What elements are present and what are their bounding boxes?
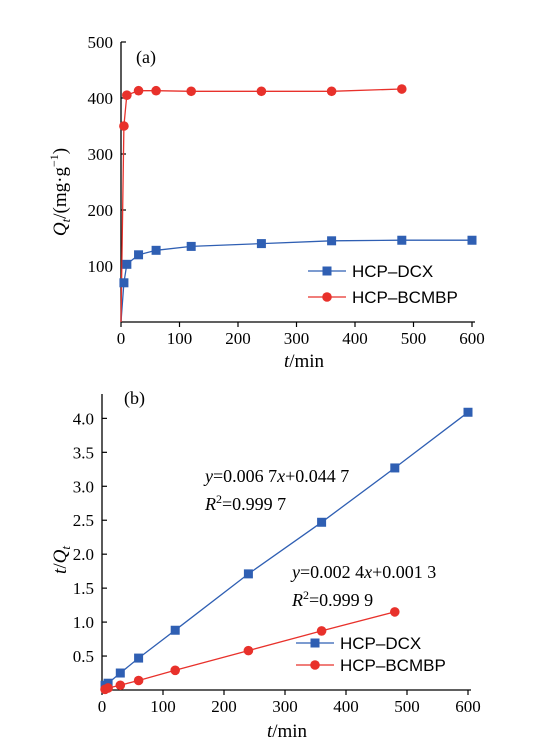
data-point-hcp-dcx <box>186 241 196 251</box>
x-tick-label: 100 <box>150 697 176 716</box>
data-point-hcp-dcx <box>390 463 400 473</box>
data-point-hcp-dcx <box>151 245 161 255</box>
y-tick-label: 3.0 <box>73 477 94 496</box>
data-point-hcp-dcx <box>115 668 125 678</box>
x-tick-label: 0 <box>117 329 126 348</box>
data-point-hcp-dcx <box>122 259 132 269</box>
data-point-hcp-bcmbp <box>397 84 407 94</box>
data-point-hcp-bcmbp <box>133 675 144 686</box>
legend-label-hcp-dcx: HCP–DCX <box>352 262 433 281</box>
y-tick-label: 2.0 <box>73 545 94 564</box>
data-point-hcp-dcx <box>327 236 337 246</box>
data-point-hcp-bcmbp <box>115 680 126 691</box>
y-tick-label: 0.5 <box>73 647 94 666</box>
x-tick-label: 600 <box>459 329 485 348</box>
x-tick-label: 100 <box>167 329 193 348</box>
y-axis-label-b: t/Qt <box>50 546 73 574</box>
x-tick-label: 400 <box>342 329 368 348</box>
y-axis-label-a: Qt/(mg·g−1) <box>47 148 73 236</box>
y-tick-label: 500 <box>88 33 114 52</box>
panel-label-a: (a) <box>136 47 156 68</box>
data-point-hcp-bcmbp <box>151 85 161 96</box>
data-point-hcp-dcx <box>134 250 144 260</box>
equation-bcmbp: y=0.002 4x+0.001 3 <box>290 562 436 582</box>
r-squared-dcx: R2=0.999 7 <box>204 492 286 514</box>
data-point-hcp-dcx <box>256 239 266 249</box>
data-point-hcp-bcmbp <box>119 121 129 131</box>
x-tick-label: 400 <box>333 697 359 716</box>
r-squared-bcmbp: R2=0.999 9 <box>291 588 373 610</box>
data-point-hcp-bcmbp <box>243 645 254 656</box>
y-tick-label: 300 <box>88 145 114 164</box>
y-tick-label: 1.0 <box>73 613 94 632</box>
y-tick-label: 3.5 <box>73 443 94 462</box>
data-point-hcp-bcmbp <box>133 85 144 96</box>
chart-panel-b: 0 100 200 300 400 500 600 0.5 1.0 1.5 2.0 2.5 3.0 3.5… <box>50 388 481 742</box>
x-axis-label-b: t/min <box>267 721 308 742</box>
chart-panel-a: 0 100 200 300 400 500 600 100 200 300 400 500 (a) Q… <box>47 33 485 372</box>
data-point-hcp-bcmbp <box>256 86 267 97</box>
legend-marker-hcp-dcx <box>310 638 320 648</box>
data-point-hcp-bcmbp <box>122 90 132 100</box>
data-point-hcp-bcmbp <box>103 683 113 693</box>
data-point-hcp-dcx <box>463 407 473 417</box>
x-tick-label: 200 <box>211 697 237 716</box>
series-line-hcp-dcx <box>120 239 472 323</box>
x-tick-label: 500 <box>401 329 427 348</box>
y-tick-label: 100 <box>88 257 114 276</box>
y-tick-label: 400 <box>88 89 114 108</box>
x-axis-label-a: t/min <box>284 351 325 372</box>
legend-b: HCP–DCX HCP–BCMBP <box>296 634 446 675</box>
data-point-hcp-dcx <box>467 235 477 245</box>
x-tick-label: 500 <box>394 697 420 716</box>
x-tick-label: 300 <box>284 329 310 348</box>
data-point-hcp-dcx <box>170 625 180 635</box>
legend-marker-hcp-bcmbp <box>310 660 320 670</box>
data-point-hcp-bcmbp <box>186 86 196 97</box>
y-tick-label: 1.5 <box>73 579 94 598</box>
panel-label-b: (b) <box>124 388 145 409</box>
legend-label-hcp-bcmbp: HCP–BCMBP <box>340 656 446 675</box>
data-point-hcp-dcx <box>397 235 407 245</box>
x-tick-label: 300 <box>272 697 298 716</box>
x-tick-label: 0 <box>98 697 107 716</box>
data-point-hcp-bcmbp <box>316 626 327 636</box>
data-point-hcp-dcx <box>243 569 253 579</box>
legend-marker-hcp-dcx <box>322 266 332 276</box>
x-tick-label: 200 <box>225 329 251 348</box>
data-point-hcp-dcx <box>317 517 327 527</box>
data-point-hcp-bcmbp <box>326 86 337 97</box>
y-tick-label: 200 <box>88 201 114 220</box>
y-tick-label: 2.5 <box>73 511 94 530</box>
data-point-hcp-bcmbp <box>390 607 400 617</box>
data-point-hcp-dcx <box>134 653 144 663</box>
legend-label-hcp-dcx: HCP–DCX <box>340 634 421 653</box>
legend-label-hcp-bcmbp: HCP–BCMBP <box>352 288 458 307</box>
y-tick-label: 4.0 <box>73 409 94 428</box>
legend-marker-hcp-bcmbp <box>322 292 332 302</box>
equation-dcx: y=0.006 7x+0.044 7 <box>203 466 349 486</box>
x-tick-label: 600 <box>455 697 481 716</box>
data-point-hcp-bcmbp <box>170 665 180 676</box>
data-point-hcp-dcx <box>119 278 129 288</box>
legend-a: HCP–DCX HCP–BCMBP <box>308 262 458 307</box>
